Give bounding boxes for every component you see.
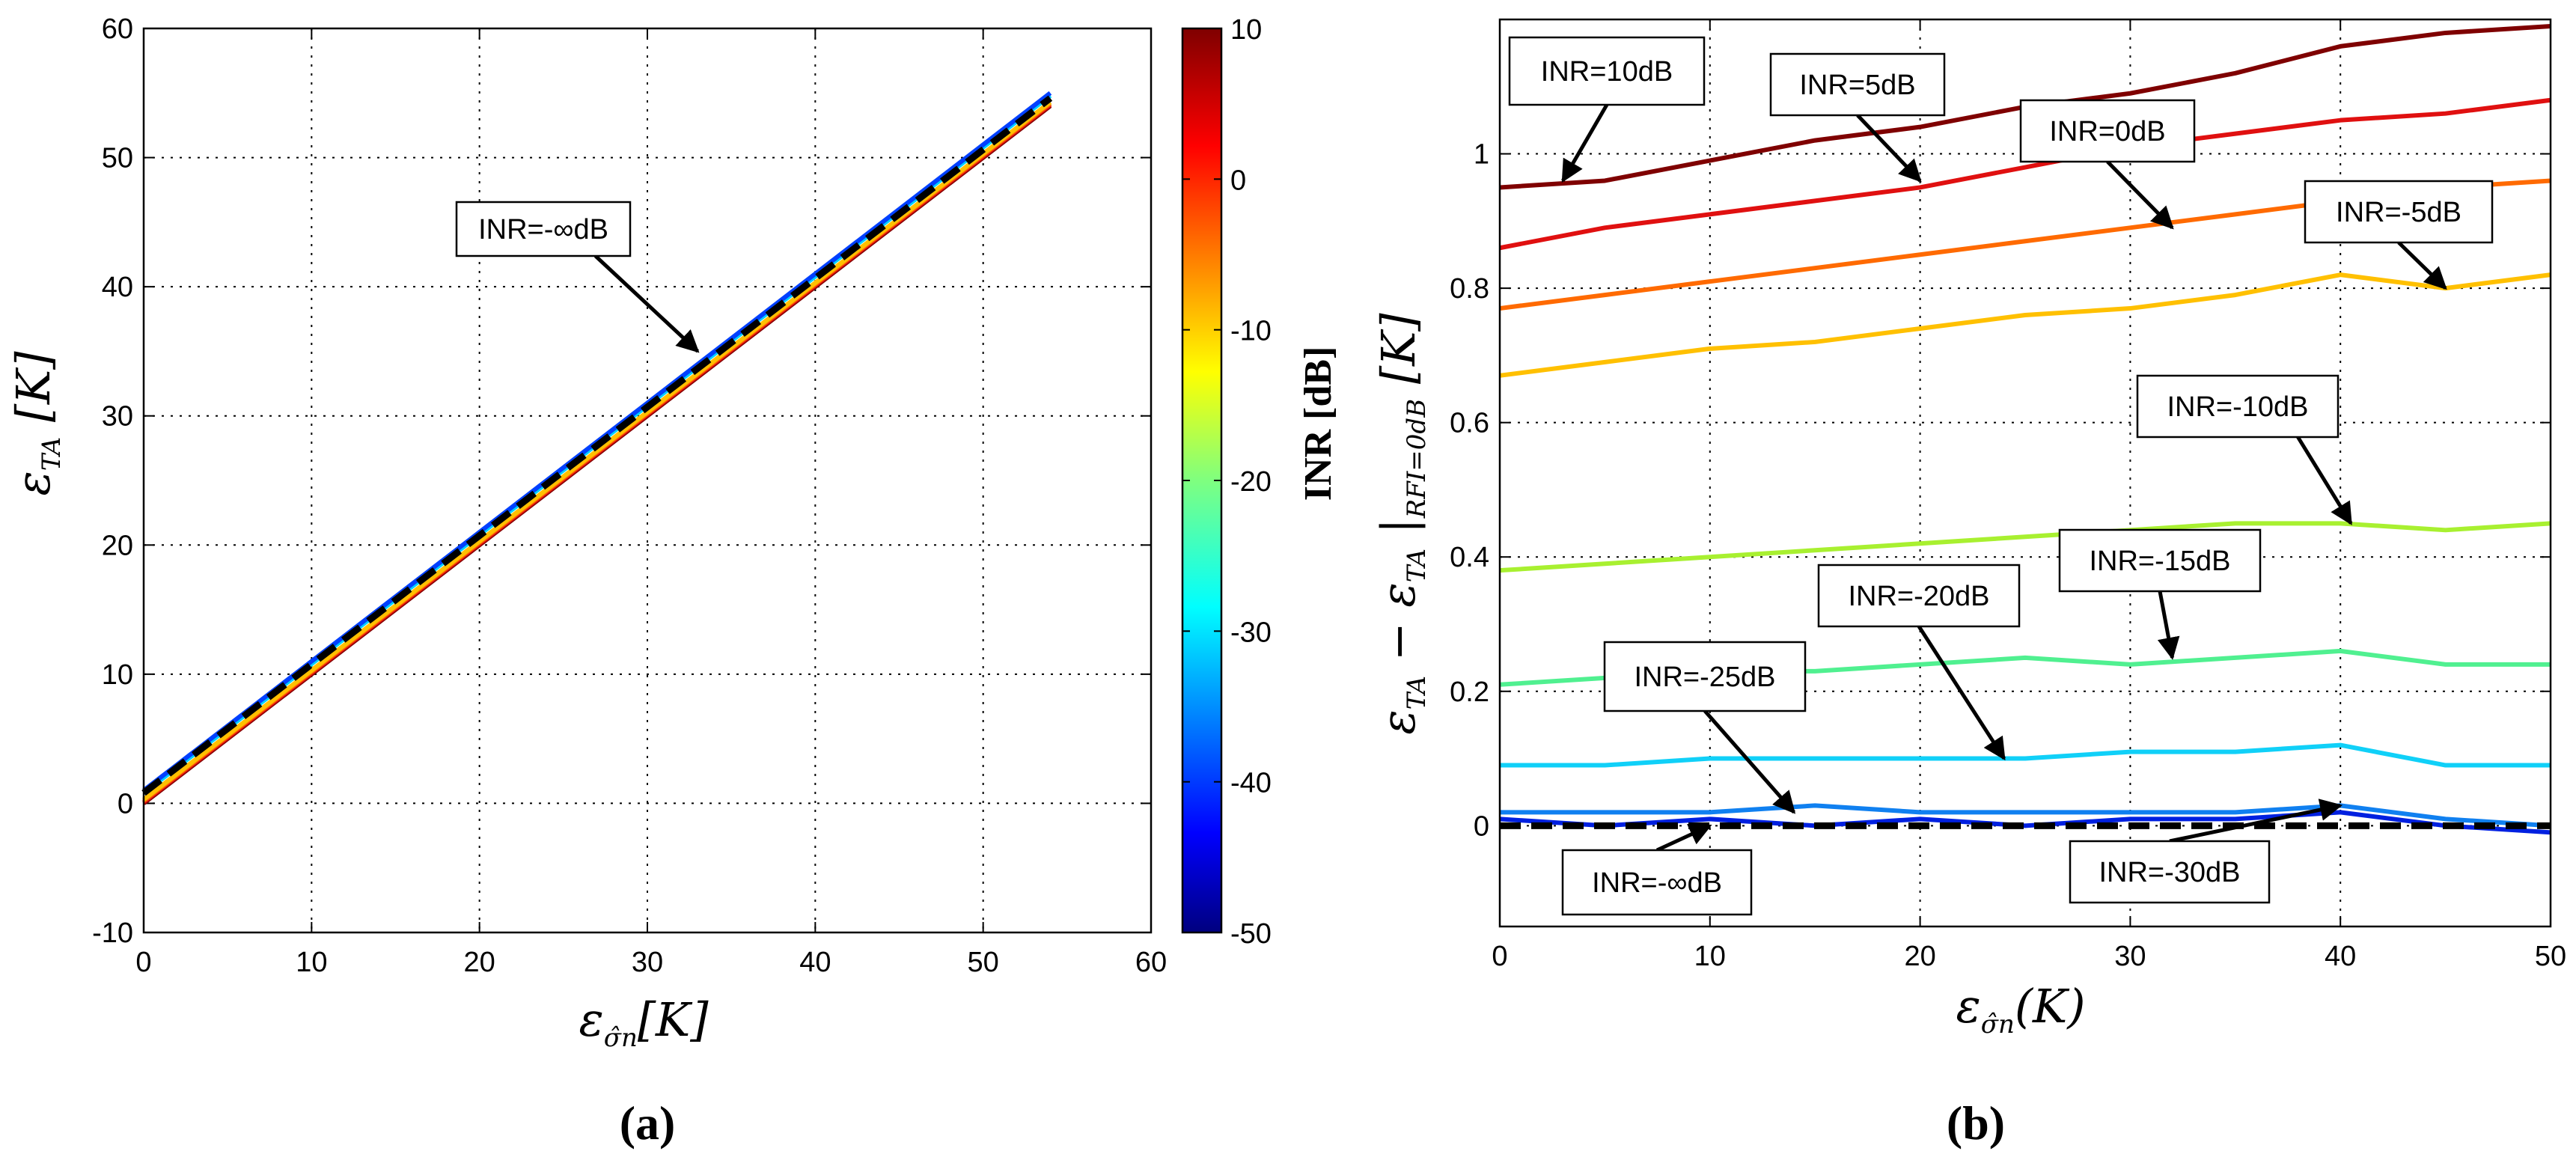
annotation-arrow (2296, 436, 2353, 525)
colorbar-tick-label: -10 (1230, 316, 1272, 347)
annotation-box (2019, 99, 2196, 163)
annotation-box (2136, 374, 2340, 439)
annotation-box (2058, 528, 2262, 593)
x-tick-label: 50 (968, 947, 999, 978)
annotation-box (2069, 840, 2271, 904)
y-tick-label: 10 (102, 659, 133, 691)
plot-frame (1498, 18, 2552, 928)
colorbar-tick-label: 10 (1230, 14, 1262, 46)
colorbar-tick-label: -50 (1230, 918, 1272, 950)
x-axis-label: εσ̂n[K] (579, 992, 709, 1053)
x-tick-label: 20 (1904, 941, 1935, 972)
series-line-minus25 (1500, 803, 2551, 828)
plot-frame (142, 27, 1153, 934)
annotation-label: INR=-10dB (2167, 391, 2308, 423)
chart-a: 0 10 20 30 40 50 60-100102030405060INR=-∞dBεσ̂… (6, 13, 1167, 1150)
x-tick-label: 0 (135, 947, 151, 978)
series-line-minus20 (1500, 742, 2551, 768)
y-tick-label: 0.2 (1450, 677, 1489, 708)
x-tick-label: 50 (2535, 941, 2566, 972)
annotation-label: INR=-25dB (1634, 662, 1775, 693)
y-tick-label: 0.6 (1450, 408, 1489, 439)
y-tick-label: 40 (102, 272, 133, 303)
annotation-box (1508, 36, 1706, 106)
annotation-label: INR=0dB (2049, 116, 2165, 147)
y-tick-label: -10 (92, 918, 133, 949)
colorbar-tick-label: -20 (1230, 466, 1272, 498)
series-line-minus10 (1499, 521, 2551, 573)
y-tick-label: 0.8 (1450, 273, 1489, 305)
colorbar-label: INR [dB] (1297, 347, 1340, 501)
y-tick-label: 20 (102, 530, 133, 561)
annotation-arrow (1703, 709, 1796, 814)
panel-label: (b) (1947, 1096, 2005, 1150)
colorbar: 10 0 -10 -20 -30 -40 -50 INR [dB] (1181, 14, 1340, 950)
series-line-minusminusinf (141, 95, 1053, 796)
y-tick-label: 30 (102, 401, 133, 433)
chart-b: 0 10 20 30 40 50 0 0.2 0.4 0.6 0.8 1 INR=10dB INR=5dB… (1371, 18, 2566, 1150)
annotation-label: INR=-5dB (2336, 197, 2461, 228)
annotation-arrow (593, 254, 700, 353)
annotation-box (1817, 564, 2021, 628)
series-line-minus5 (142, 100, 1052, 802)
x-tick-label: 10 (296, 947, 327, 978)
x-tick-label: 10 (1694, 941, 1726, 972)
x-tick-label: 40 (2325, 941, 2356, 972)
x-tick-label: 0 (1492, 941, 1507, 972)
y-tick-label: 1 (1474, 139, 1489, 171)
series-line-minus5 (1499, 272, 2551, 378)
annotation-label: INR=-30dB (2099, 857, 2240, 888)
annotation-label: INR=-15dB (2089, 546, 2230, 577)
series-line-minus30 (1499, 810, 2551, 835)
annotation-arrow (1917, 625, 2006, 761)
series-line-5 (1499, 97, 2551, 251)
y-tick-label: 60 (102, 13, 133, 45)
annotation-arrow (2169, 799, 2343, 843)
y-tick-label: 50 (102, 143, 133, 174)
annotation-box (1561, 849, 1753, 916)
annotation-box (2304, 180, 2494, 244)
colorbar-tick-label: -30 (1230, 617, 1272, 648)
annotation-label: INR=-20dB (1848, 581, 1989, 612)
annotation-arrow (1856, 114, 1922, 183)
annotation-label: INR=-∞dB (1592, 867, 1722, 899)
annotation-arrow (1561, 103, 1609, 183)
y-axis-label: εTA − εTA |RFI=0dB [K] (1371, 313, 1432, 735)
x-tick-label: 30 (2114, 941, 2146, 972)
annotation-label: INR=5dB (1799, 70, 1915, 101)
y-axis-label: εTA [K] (6, 351, 67, 496)
annotation-arrow (2106, 160, 2174, 230)
x-tick-label: 20 (464, 947, 495, 978)
annotation-arrow (2397, 241, 2447, 290)
y-tick-label: 0.4 (1450, 542, 1489, 573)
annotation-label: INR=10dB (1541, 56, 1673, 88)
x-tick-label: 30 (632, 947, 663, 978)
annotation-arrow (2157, 590, 2180, 660)
colorbar-tick-label: -40 (1230, 768, 1272, 799)
x-axis-label: εσ̂n(K) (1956, 979, 2085, 1040)
plot-area (144, 28, 1151, 932)
annotation-box (1603, 641, 1807, 712)
annotation-box (455, 201, 632, 257)
y-tick-label: 0 (117, 788, 133, 819)
x-tick-label: 60 (1135, 947, 1167, 978)
y-tick-label: 0 (1474, 810, 1489, 842)
plot-area (1500, 19, 2551, 926)
annotation-arrow (1655, 824, 1712, 852)
colorbar-tick-label: 0 (1230, 165, 1246, 196)
annotation-label: INR=-∞dB (478, 214, 608, 245)
x-tick-label: 40 (799, 947, 831, 978)
annotation-box (1769, 52, 1946, 117)
panel-label: (a) (620, 1096, 676, 1150)
